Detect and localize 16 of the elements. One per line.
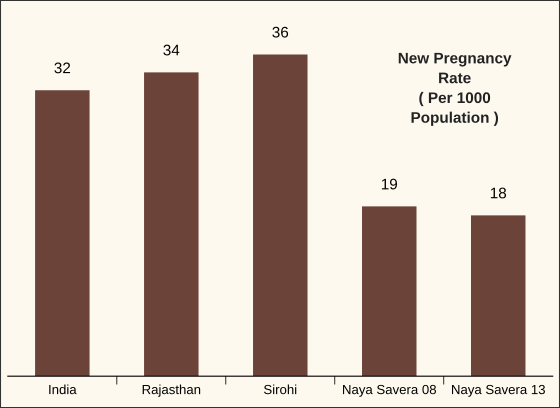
x-tick-label: Naya Savera 08 [343,384,436,397]
data-label: 18 [490,188,506,198]
bar [362,206,416,376]
x-tick-label: India [49,384,77,394]
data-label: 34 [163,44,180,56]
data-label: 36 [272,26,288,38]
text: New Pregnancy Rate ( Per 1000 Population ) [398,52,512,126]
data-label: 32 [54,62,70,74]
bar [253,54,308,376]
x-tick-label: Sirohi [264,384,296,394]
x-tick-label: Naya Savera 13 [452,384,545,397]
data-label: 19 [382,178,398,190]
x-tick-label: Rajasthan [142,384,200,397]
bar [35,90,90,376]
bar [144,72,199,376]
bar [470,215,526,376]
